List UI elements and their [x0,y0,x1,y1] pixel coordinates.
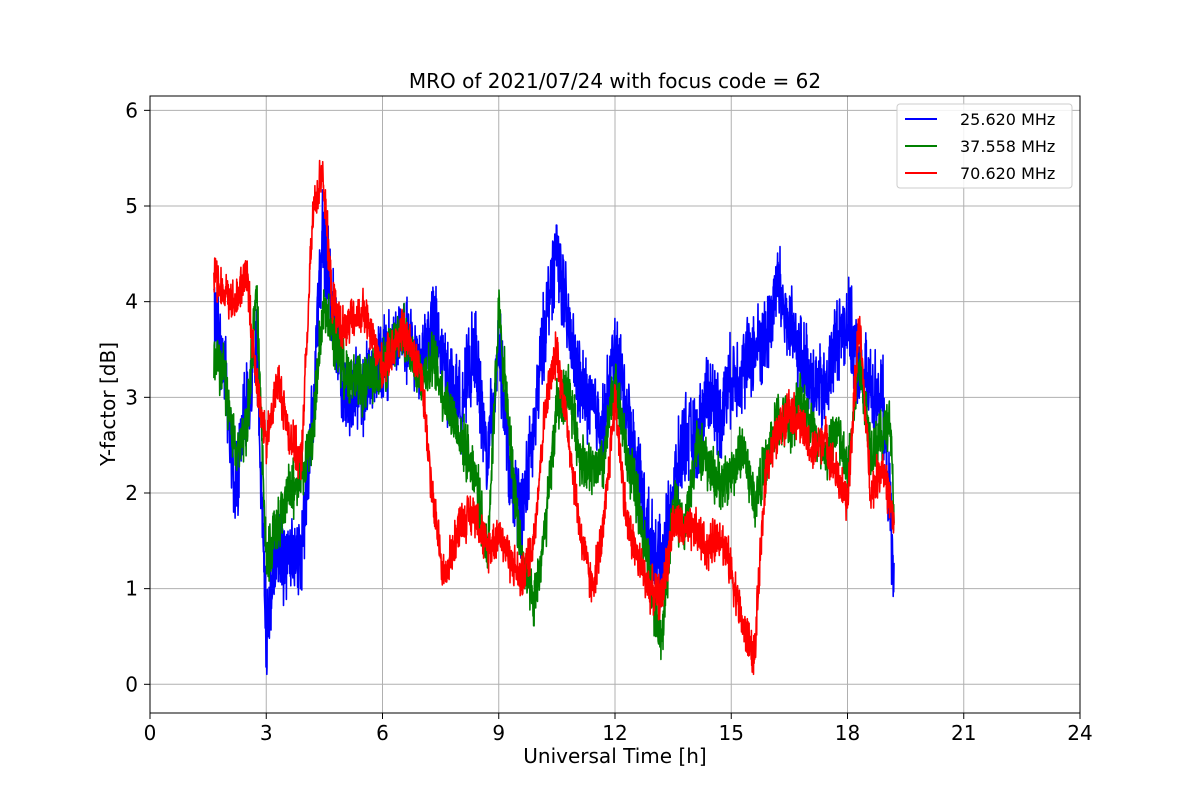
y-tick-label: 5 [125,194,138,218]
x-tick-label: 12 [602,721,627,745]
y-tick-label: 6 [125,98,138,122]
legend-box [896,103,1073,189]
legend-entry: 70.620 MHz [960,164,1055,183]
y-tick-label: 4 [125,290,138,314]
y-axis-label: Y-factor [dB] [96,342,120,467]
y-tick-label: 0 [125,672,138,696]
legend: 25.620 MHz 37.558 MHz 70.620 MHz [896,103,1073,189]
x-tick-label: 21 [951,721,976,745]
plot-area [213,159,895,676]
chart-title: MRO of 2021/07/24 with focus code = 62 [409,69,821,93]
x-axis-label: Universal Time [h] [523,744,706,768]
x-tick-label: 6 [376,721,389,745]
legend-entry: 25.620 MHz [960,110,1055,129]
series-layer [213,159,895,676]
legend-entry: 37.558 MHz [960,137,1055,156]
x-axis: 0 3 6 9 12 15 18 21 24 [144,713,1093,745]
y-tick-label: 1 [125,577,138,601]
series-line [213,189,895,676]
x-tick-label: 0 [144,721,157,745]
y-tick-label: 2 [125,481,138,505]
x-tick-label: 24 [1067,721,1092,745]
x-tick-label: 18 [835,721,860,745]
series-line [213,159,895,676]
x-tick-label: 3 [260,721,273,745]
y-axis: 0 1 2 3 4 5 6 [125,98,150,696]
y-tick-label: 3 [125,385,138,409]
x-tick-label: 9 [492,721,505,745]
x-tick-label: 15 [719,721,744,745]
